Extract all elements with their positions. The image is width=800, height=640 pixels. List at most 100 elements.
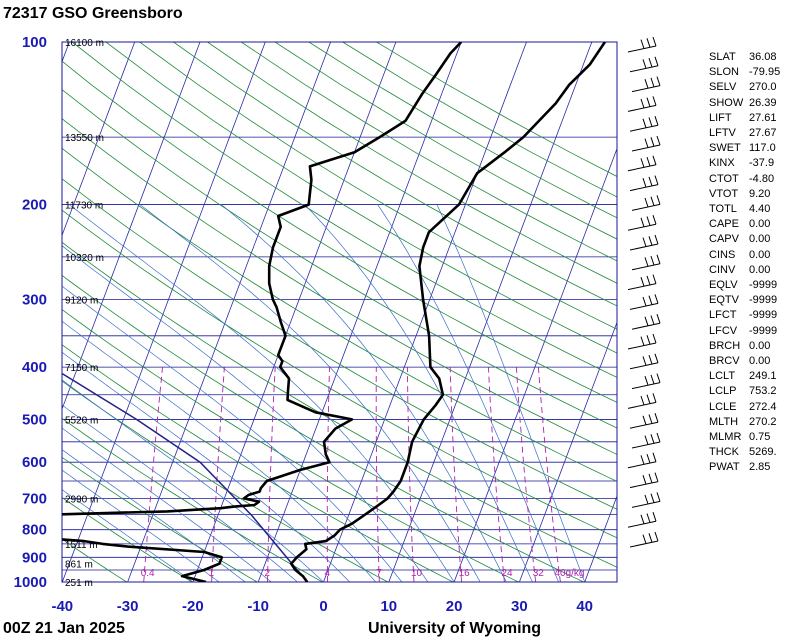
height-label: 2990 m: [65, 494, 98, 505]
wind-barb-staff: [631, 144, 661, 152]
wind-barb-feather: [656, 76, 661, 86]
moist-adiabat-line: [221, 204, 507, 582]
index-value: 2.85: [749, 461, 771, 474]
wind-barb: [631, 432, 661, 449]
wind-barb: [629, 472, 659, 489]
wind-barb-feather: [650, 315, 655, 325]
wind-barb: [631, 195, 661, 211]
index-row: LIFT 27.61: [709, 111, 780, 126]
isotherm-line: [0, 42, 4, 582]
wind-barb-feather: [644, 79, 649, 89]
wind-barb-staff: [629, 65, 659, 73]
observation-time: 00Z 21 Jan 2025: [3, 620, 125, 637]
mixing-ratio-line: [449, 367, 463, 582]
wind-barb-feather: [646, 97, 651, 107]
wind-barb: [631, 76, 661, 93]
wind-barb-feather: [644, 494, 649, 505]
mixing-ratio-line: [406, 367, 415, 582]
temperature-tick-label: 40: [576, 598, 593, 615]
wind-barb-feather: [642, 118, 647, 128]
moist-adiabat-line: [69, 204, 455, 582]
index-value: 0.00: [749, 248, 771, 261]
temperature-tick-label: -10: [247, 598, 269, 615]
wind-barb: [629, 175, 659, 192]
wind-barb: [631, 135, 661, 152]
pressure-label: 200: [22, 197, 47, 214]
wind-barb-feather: [642, 356, 647, 366]
isotherm-line: [62, 42, 136, 237]
dry-adiabat-line: [62, 147, 617, 482]
wind-barb-feather: [644, 257, 649, 267]
mixing-ratio-line: [143, 367, 163, 582]
wind-barb-feather: [646, 156, 651, 167]
wind-barb-staff: [631, 85, 661, 93]
isotherm-line: [388, 42, 593, 582]
wind-barb-feather: [650, 255, 655, 266]
wind-barb-staff: [627, 342, 657, 350]
index-key: LFCV: [709, 324, 738, 337]
sounding-profiles: [62, 42, 606, 582]
index-value: -9999: [749, 324, 778, 337]
wind-barb: [629, 116, 659, 132]
wind-barb-feather: [640, 98, 645, 109]
parcel-path-line: [62, 372, 308, 582]
moist-adiabat-line: [62, 449, 246, 582]
height-label: 1511 m: [65, 540, 98, 551]
wind-barb-feather: [648, 473, 653, 484]
wind-barb-feather: [642, 178, 647, 188]
sounding-indices: SLAT 36.08 SLON -79.95 SELV 270.0 SHOW 26.39 LIF…: [709, 50, 780, 476]
temperature-tick-label: 10: [380, 598, 397, 615]
wind-barb-feather: [646, 453, 651, 464]
mixing-ratio-label: 24: [501, 568, 513, 579]
wind-barb-feather: [642, 475, 647, 485]
index-row: CAPE 0.00: [709, 217, 780, 232]
wind-barb: [631, 492, 661, 508]
index-value: 249.1: [749, 370, 777, 383]
index-key: SLON: [709, 66, 739, 79]
index-row: EQLV -9999: [709, 278, 780, 293]
wind-barb: [627, 155, 657, 172]
height-label: 861 m: [65, 560, 93, 571]
index-row: SELV 270.0: [709, 80, 780, 95]
wind-barb-staff: [627, 45, 657, 53]
dry-adiabat-line: [62, 89, 617, 429]
moist-adiabat-line: [139, 204, 481, 582]
wind-barb: [629, 234, 659, 251]
index-key: SHOW: [709, 96, 744, 109]
wind-barb-feather: [654, 531, 659, 542]
wind-barb-feather: [654, 234, 659, 245]
wind-barb-feather: [648, 236, 653, 246]
pressure-label: 600: [22, 454, 47, 471]
index-key: CTOT: [709, 172, 739, 185]
pressure-label: 500: [22, 411, 47, 428]
wind-barb-staff: [627, 520, 657, 528]
wind-barb-feather: [656, 254, 661, 264]
temperature-tick-label: -30: [117, 598, 139, 615]
dry-adiabat-line: [62, 274, 584, 582]
index-key: BRCH: [709, 339, 741, 352]
index-row: LCLP 753.2: [709, 384, 780, 399]
wind-barb-feather: [652, 274, 657, 284]
index-row: KINX -37.9: [709, 156, 780, 171]
dry-adiabat-line: [62, 178, 617, 510]
wind-barb-feather: [654, 56, 659, 66]
wind-barb-feather: [644, 435, 649, 445]
wind-barb-feather: [640, 514, 645, 524]
index-value: 0.00: [749, 339, 771, 352]
wind-barb: [627, 452, 657, 469]
isotherm-line: [62, 42, 201, 411]
index-row: SLON -79.95: [709, 65, 780, 80]
dry-adiabat-line: [62, 60, 617, 403]
wind-barb-feather: [656, 373, 661, 383]
wind-barb: [627, 333, 657, 350]
wind-barb-feather: [644, 316, 649, 326]
wind-barb-feather: [650, 196, 655, 206]
index-row: SWET 117.0: [709, 141, 780, 156]
index-key: SLAT: [709, 51, 736, 63]
wind-barb-staff: [627, 401, 657, 409]
index-value: -9999: [749, 279, 778, 292]
mixing-ratio-label: 2: [265, 568, 271, 579]
temperature-tick-label: 30: [511, 598, 528, 615]
moist-adiabat-line: [62, 351, 350, 582]
wind-barb-feather: [646, 513, 651, 523]
